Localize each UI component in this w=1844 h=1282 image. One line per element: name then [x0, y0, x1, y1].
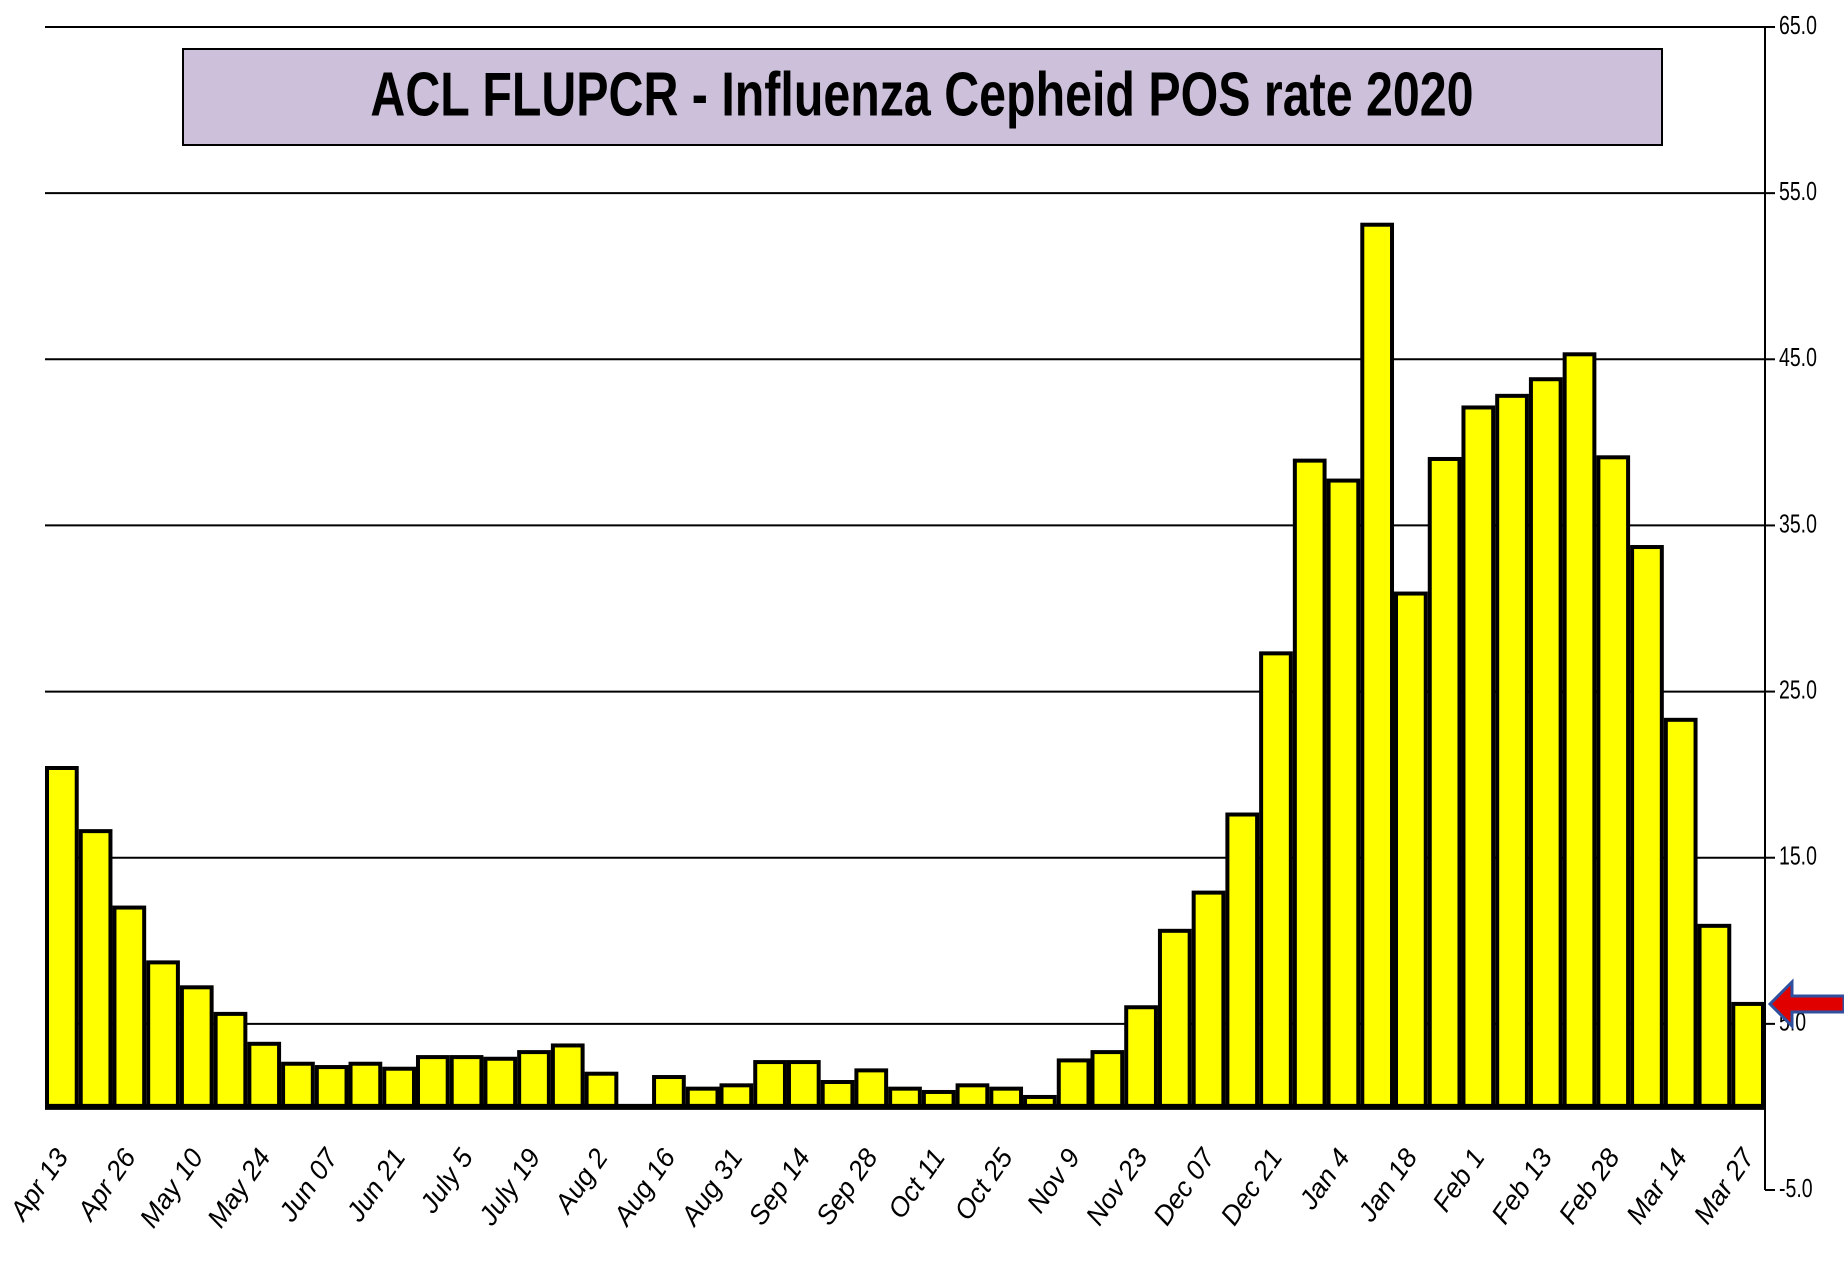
x-tick-label: Sep 14	[743, 1143, 817, 1230]
bar	[1495, 393, 1529, 1109]
bar	[1090, 1050, 1125, 1109]
x-tick-label: Oct 11	[882, 1143, 951, 1224]
y-tick-label: 35.0	[1779, 509, 1817, 538]
chart-title: ACL FLUPCR - Influenza Cepheid POS rate …	[370, 60, 1473, 129]
bar	[550, 1043, 585, 1109]
bar	[213, 1011, 248, 1109]
x-tick-label: Sep 28	[810, 1143, 884, 1230]
bar	[1259, 651, 1293, 1109]
bar	[1562, 352, 1597, 1109]
y-tick-label: 15.0	[1779, 841, 1817, 870]
bar	[179, 985, 214, 1109]
bar	[1596, 455, 1631, 1109]
x-tick-label: Feb 28	[1553, 1143, 1626, 1229]
x-tick-label: May 10	[134, 1143, 209, 1233]
bar	[1326, 478, 1361, 1109]
bar	[1225, 812, 1260, 1109]
bar	[281, 1061, 315, 1109]
x-tick-label: Jan 4	[1293, 1143, 1356, 1215]
x-tick-label: Jun 21	[340, 1143, 412, 1227]
bar	[517, 1050, 551, 1109]
bar	[1360, 222, 1395, 1109]
bar	[854, 1068, 889, 1109]
x-tick-label: Apr 26	[70, 1142, 142, 1227]
x-tick-label: Aug 16	[607, 1142, 682, 1232]
x-tick-label: Apr 13	[3, 1143, 74, 1227]
bar	[820, 1080, 855, 1109]
x-tick-label: Dec 21	[1215, 1143, 1289, 1230]
arrow-marker	[1767, 978, 1844, 1030]
bar	[314, 1065, 349, 1109]
bar	[483, 1056, 518, 1109]
x-tick-label: Jun 07	[272, 1142, 344, 1227]
x-tick-label: July 19	[472, 1143, 546, 1231]
x-tick-label: Aug 2	[548, 1143, 614, 1220]
bar	[955, 1083, 990, 1109]
x-tick-label: Mar 27	[1688, 1142, 1761, 1229]
x-tick-label: Mar 14	[1620, 1143, 1693, 1229]
bar	[584, 1071, 619, 1109]
x-tick-label: Aug 31	[674, 1143, 749, 1232]
bar	[1056, 1058, 1091, 1109]
bar	[1394, 591, 1428, 1109]
x-tick-label: Nov 9	[1021, 1143, 1086, 1218]
y-tick-label: -5.0	[1779, 1173, 1813, 1202]
bar	[1697, 923, 1732, 1109]
bar	[1630, 545, 1664, 1109]
title-box	[182, 48, 1663, 146]
bar	[247, 1041, 282, 1109]
bar	[1663, 717, 1698, 1109]
bar	[753, 1060, 787, 1109]
x-tick-label: Jan 18	[1352, 1143, 1424, 1227]
x-tick-label: May 24	[201, 1143, 276, 1233]
arrow	[1767, 978, 1844, 1030]
bar	[146, 960, 180, 1109]
bar	[1191, 890, 1226, 1109]
bar	[1731, 1001, 1766, 1109]
bar	[1292, 458, 1327, 1109]
bar	[652, 1075, 686, 1109]
bar	[415, 1055, 450, 1109]
y-tick-label: 45.0	[1779, 342, 1817, 371]
bar	[1461, 405, 1496, 1109]
x-tick-label: Dec 07	[1147, 1142, 1221, 1230]
bar	[78, 829, 113, 1109]
y-tick-label: 55.0	[1779, 176, 1817, 205]
x-tick-label: Feb 13	[1485, 1143, 1558, 1229]
x-tick-label: Nov 23	[1080, 1143, 1154, 1230]
y-tick-label: 25.0	[1779, 675, 1817, 704]
bar	[786, 1060, 821, 1109]
bar	[1528, 377, 1563, 1109]
x-tick-label: Oct 25	[948, 1142, 1019, 1225]
bar	[112, 905, 147, 1109]
bar	[45, 765, 79, 1109]
x-tick-label: July 5	[413, 1142, 479, 1219]
y-tick-label: 65.0	[1779, 10, 1817, 39]
x-tick-label: Feb 1	[1427, 1143, 1491, 1217]
bar	[1157, 928, 1192, 1109]
bar	[1124, 1005, 1158, 1109]
bar	[449, 1055, 484, 1109]
bar	[382, 1066, 416, 1109]
bar	[348, 1061, 383, 1109]
bar	[1427, 456, 1462, 1109]
bar	[719, 1083, 754, 1109]
